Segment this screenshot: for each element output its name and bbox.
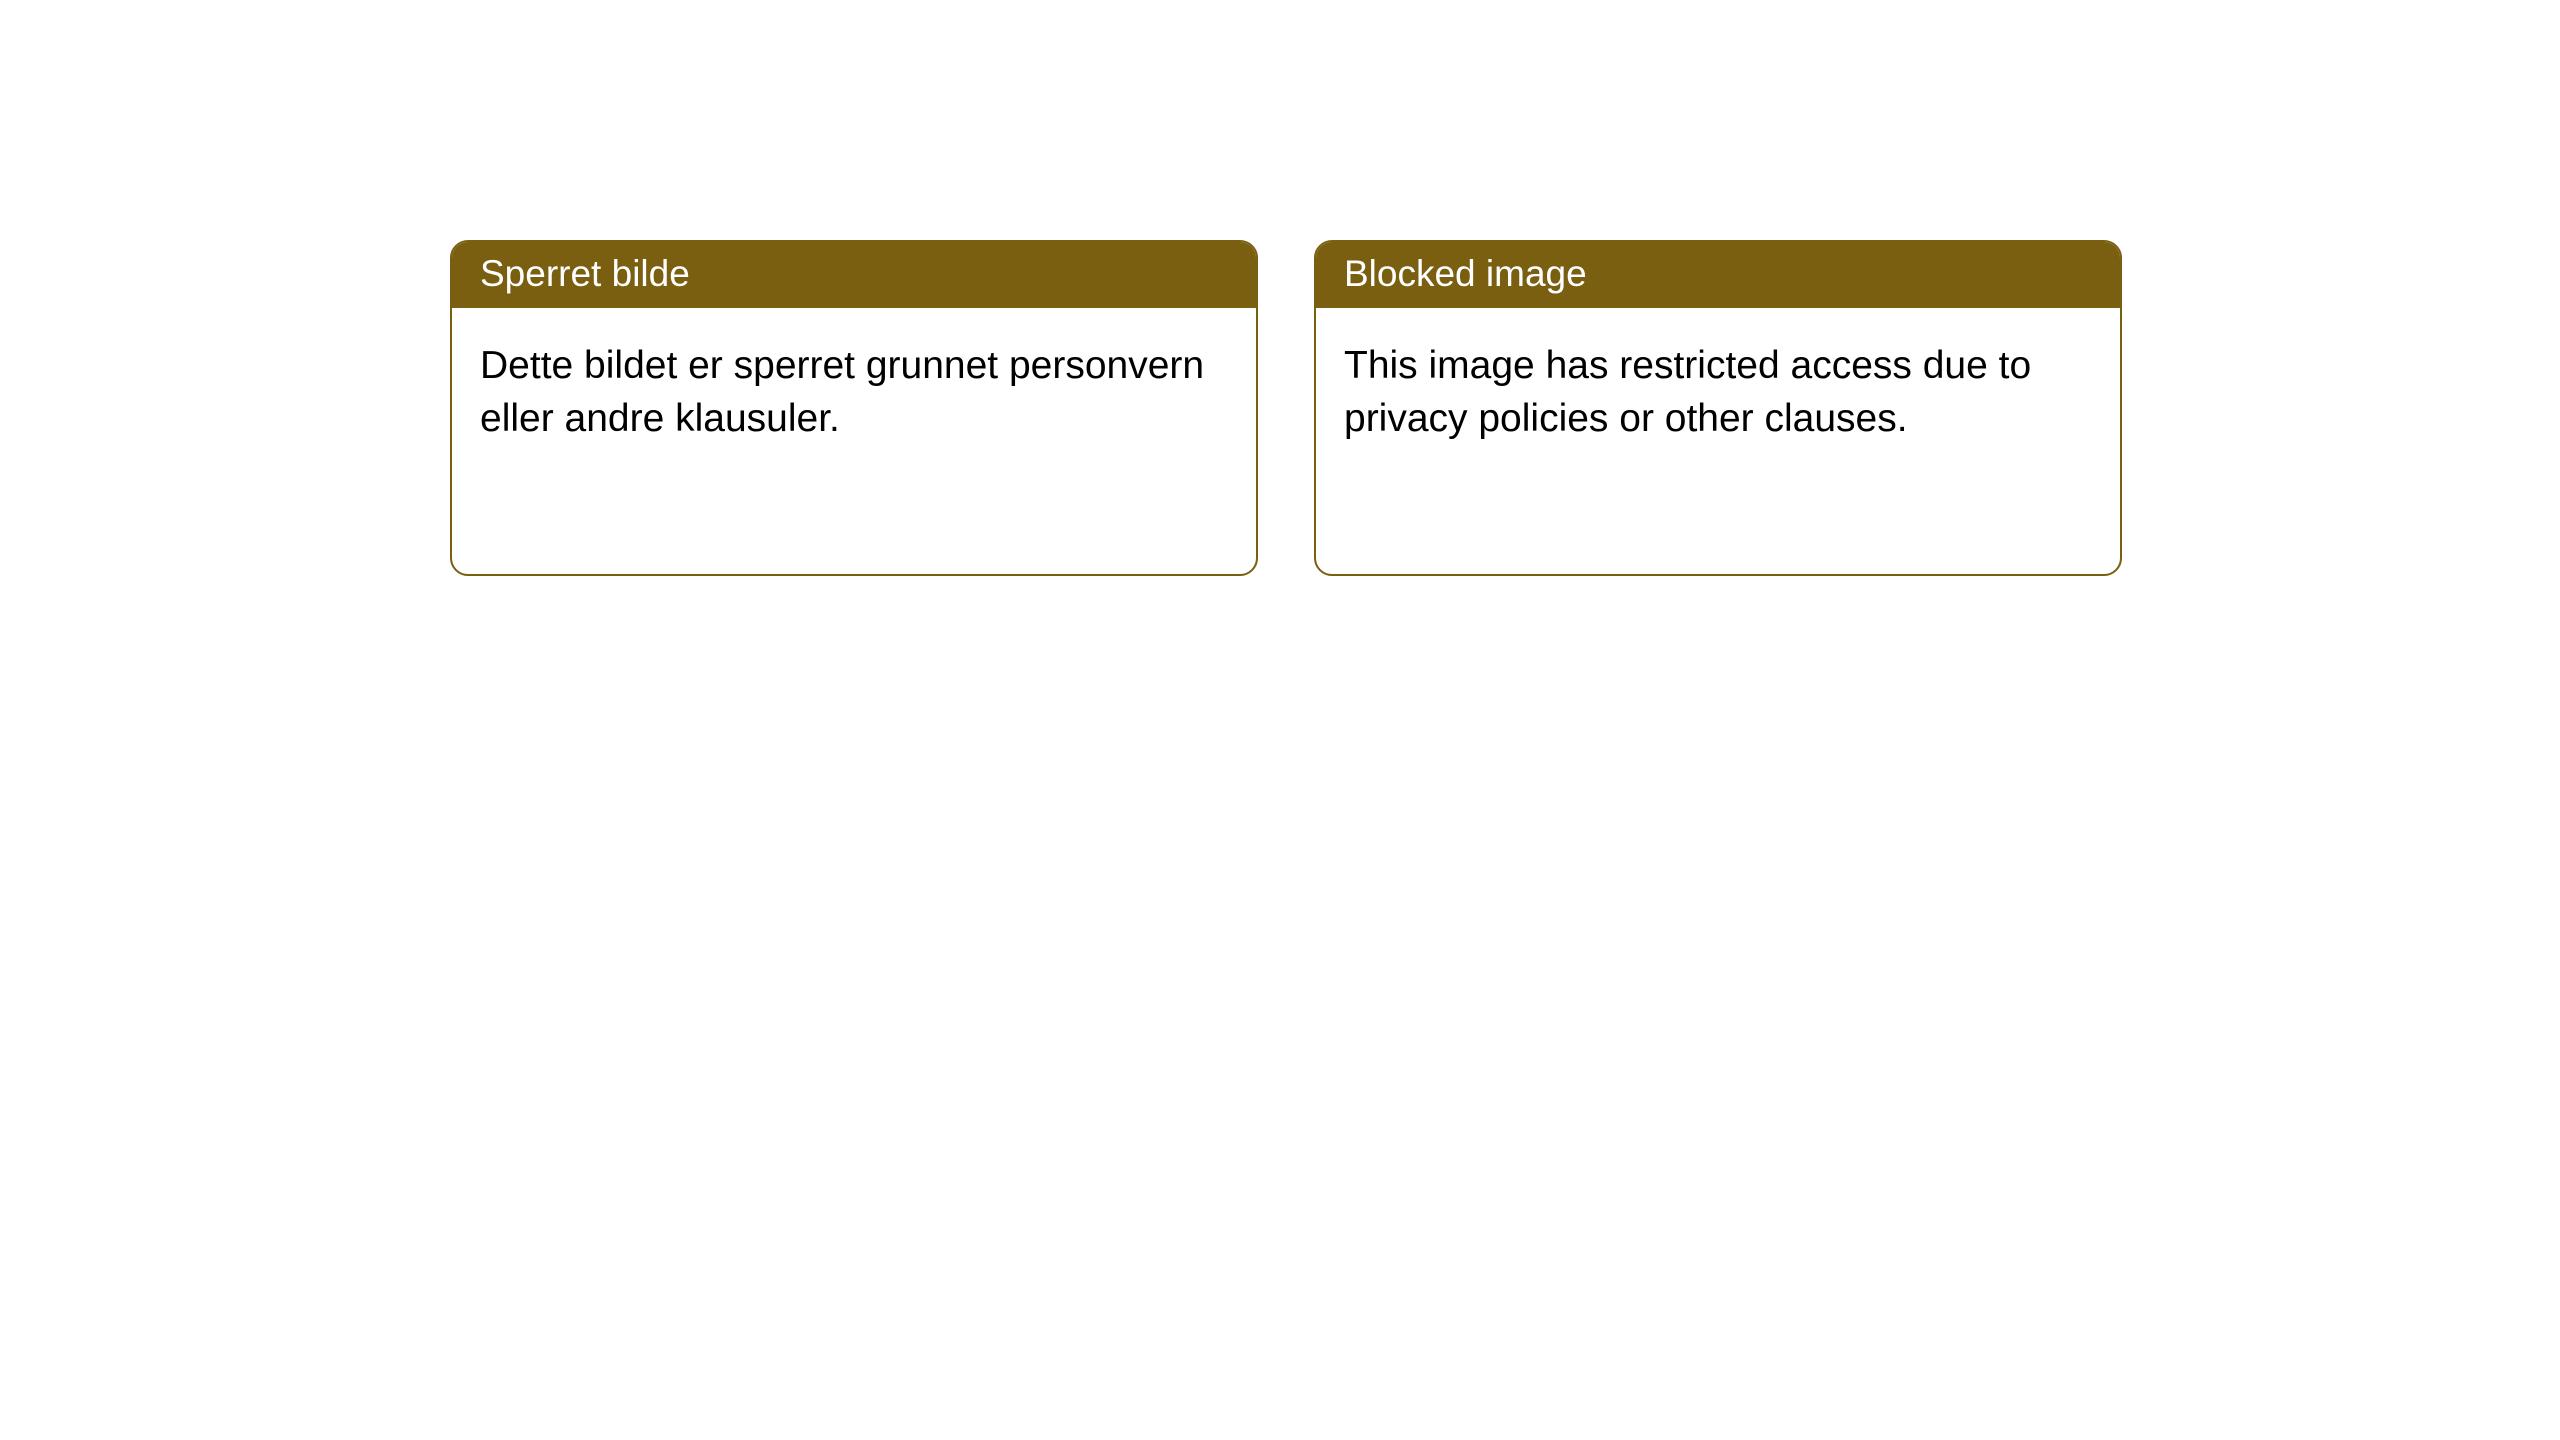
notice-body: This image has restricted access due to … xyxy=(1316,308,2120,574)
notice-header: Sperret bilde xyxy=(452,242,1256,308)
notice-container: Sperret bilde Dette bildet er sperret gr… xyxy=(0,0,2560,576)
notice-card-norwegian: Sperret bilde Dette bildet er sperret gr… xyxy=(450,240,1258,576)
notice-card-english: Blocked image This image has restricted … xyxy=(1314,240,2122,576)
notice-body: Dette bildet er sperret grunnet personve… xyxy=(452,308,1256,574)
notice-header: Blocked image xyxy=(1316,242,2120,308)
